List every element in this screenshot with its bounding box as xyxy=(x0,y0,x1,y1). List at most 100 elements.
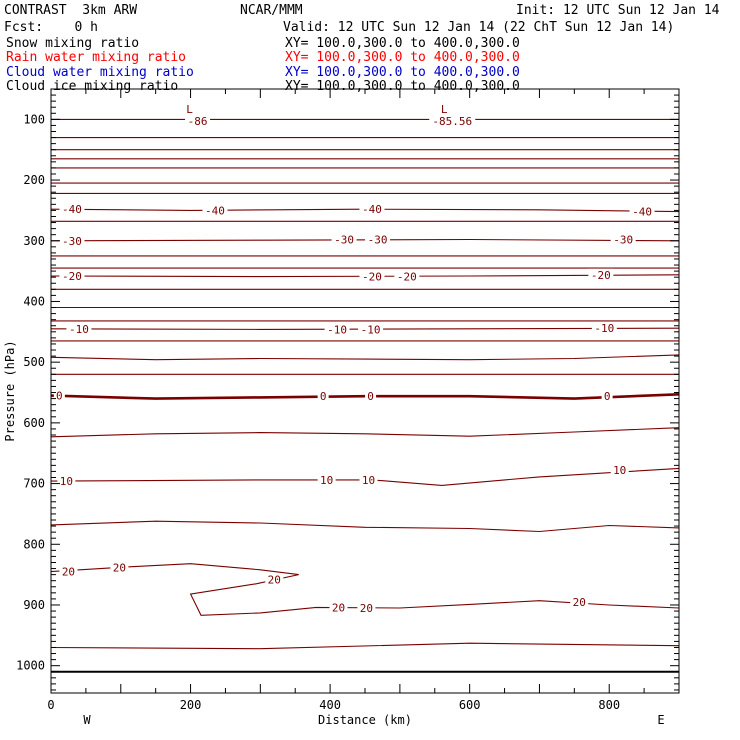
isotherm-line xyxy=(50,427,680,438)
low-value-bg xyxy=(429,115,476,128)
y-tick-label: 200 xyxy=(23,173,45,187)
isotherm-line xyxy=(50,354,680,361)
contour-label-bg xyxy=(629,205,655,218)
contour-label: -30 xyxy=(368,234,388,247)
contour-label-bg xyxy=(110,561,129,574)
legend-xy-cloudwater: XY= 100.0,300.0 to 400.0,300.0 xyxy=(285,65,520,80)
contour-label-bg xyxy=(365,390,377,403)
contour-label-bg xyxy=(601,390,613,403)
contour-label-bg xyxy=(59,203,85,216)
contour-label: 0 xyxy=(367,390,374,403)
x-tick-label: 800 xyxy=(598,698,620,712)
contour-label: -40 xyxy=(632,206,652,219)
contour-label: -40 xyxy=(362,203,382,216)
isotherm-line xyxy=(50,467,680,486)
contour-label-bg xyxy=(359,203,385,216)
contour-label-bg xyxy=(357,602,376,615)
y-tick-label: 400 xyxy=(23,294,45,308)
contour-label: -10 xyxy=(69,323,89,336)
legend-name-cloudice: Cloud ice mixing ratio xyxy=(6,79,179,94)
isotherm-line xyxy=(50,563,680,616)
low-label-bg xyxy=(182,103,197,116)
contour-label: 20 xyxy=(268,573,281,586)
isotherm-line xyxy=(50,520,680,533)
isotherm-line xyxy=(50,393,680,400)
contour-label: 10 xyxy=(320,474,333,487)
contour-label: 20 xyxy=(62,566,75,579)
contour-label: 0 xyxy=(604,390,611,403)
contour-label-bg xyxy=(588,268,614,281)
contour-label-bg xyxy=(202,204,228,217)
legend-name-cloudwater: Cloud water mixing ratio xyxy=(6,65,194,80)
x-axis-label: Distance (km) xyxy=(318,713,412,727)
header-fcst: Fcst: 0 h xyxy=(4,20,98,35)
low-value: -86 xyxy=(188,115,208,128)
contour-label: -10 xyxy=(594,322,614,335)
y-tick-label: 700 xyxy=(23,477,45,491)
contour-label-bg xyxy=(324,323,350,336)
x-tick-label: 400 xyxy=(319,698,341,712)
contour-label-bg xyxy=(265,573,284,586)
x-tick-label: 200 xyxy=(180,698,202,712)
legend-xy-rain: XY= 100.0,300.0 to 400.0,300.0 xyxy=(285,50,520,65)
contour-label: 0 xyxy=(320,390,327,403)
contour-label: -10 xyxy=(327,323,347,336)
contour-label-bg xyxy=(329,601,348,614)
header-init: Init: 12 UTC Sun 12 Jan 14 xyxy=(516,3,720,18)
low-value: -85.56 xyxy=(432,115,472,128)
low-marker: L xyxy=(186,103,193,116)
y-tick-label: 500 xyxy=(23,355,45,369)
contour-label: -40 xyxy=(62,203,82,216)
contour-label: -20 xyxy=(62,270,82,283)
header-center: NCAR/MMM xyxy=(240,3,303,18)
contour-label: -20 xyxy=(362,271,382,284)
contour-label-bg xyxy=(358,323,384,336)
header-title: CONTRAST 3km ARW xyxy=(4,3,138,18)
contour-label-bg xyxy=(317,473,336,486)
low-label-bg xyxy=(437,103,452,116)
contour-label-bg xyxy=(610,464,629,477)
contour-label-bg xyxy=(59,565,78,578)
y-tick-label: 100 xyxy=(23,112,45,126)
contour-label: -30 xyxy=(334,234,354,247)
contour-label-bg xyxy=(394,270,420,283)
y-tick-label: 800 xyxy=(23,537,45,551)
y-tick-label: 900 xyxy=(23,598,45,612)
contour-label-bg xyxy=(59,269,85,282)
low-marker: L xyxy=(441,103,448,116)
contour-label: 10 xyxy=(613,464,626,477)
contour-label: -10 xyxy=(361,323,381,336)
contour-label-bg xyxy=(365,233,391,246)
header-valid: Valid: 12 UTC Sun 12 Jan 14 (22 ChT Sun … xyxy=(283,20,675,35)
contour-label-bg xyxy=(53,389,65,402)
contour-label-bg xyxy=(331,233,357,246)
x-tick-label: 600 xyxy=(459,698,481,712)
contour-label: -30 xyxy=(62,235,82,248)
contour-label: -40 xyxy=(205,204,225,217)
x-end-label-west: W xyxy=(83,713,91,727)
contour-label-bg xyxy=(570,595,589,608)
legend-xy-cloudice: XY= 100.0,300.0 to 400.0,300.0 xyxy=(285,79,520,94)
contour-label: -30 xyxy=(613,234,633,247)
contour-label: 20 xyxy=(573,596,586,609)
contour-label-bg xyxy=(317,390,329,403)
y-axis-label: Pressure (hPa) xyxy=(3,340,17,441)
contour-label-bg xyxy=(57,475,76,488)
contour-label: 10 xyxy=(60,475,73,488)
contour-label: 20 xyxy=(360,602,373,615)
isotherm-line xyxy=(50,642,680,650)
contour-label: 10 xyxy=(362,474,375,487)
contour-label: 20 xyxy=(332,601,345,614)
contour-label-bg xyxy=(59,234,85,247)
y-tick-label: 1000 xyxy=(16,659,45,673)
low-value-bg xyxy=(185,115,211,128)
y-tick-label: 600 xyxy=(23,416,45,430)
contour-label-bg xyxy=(66,322,92,335)
contour-label: -20 xyxy=(591,269,611,282)
contour-label-bg xyxy=(359,473,378,486)
legend-name-snow: Snow mixing ratio xyxy=(6,36,140,51)
x-tick-label: 0 xyxy=(47,698,54,712)
legend-name-rain: Rain water mixing ratio xyxy=(6,50,187,65)
